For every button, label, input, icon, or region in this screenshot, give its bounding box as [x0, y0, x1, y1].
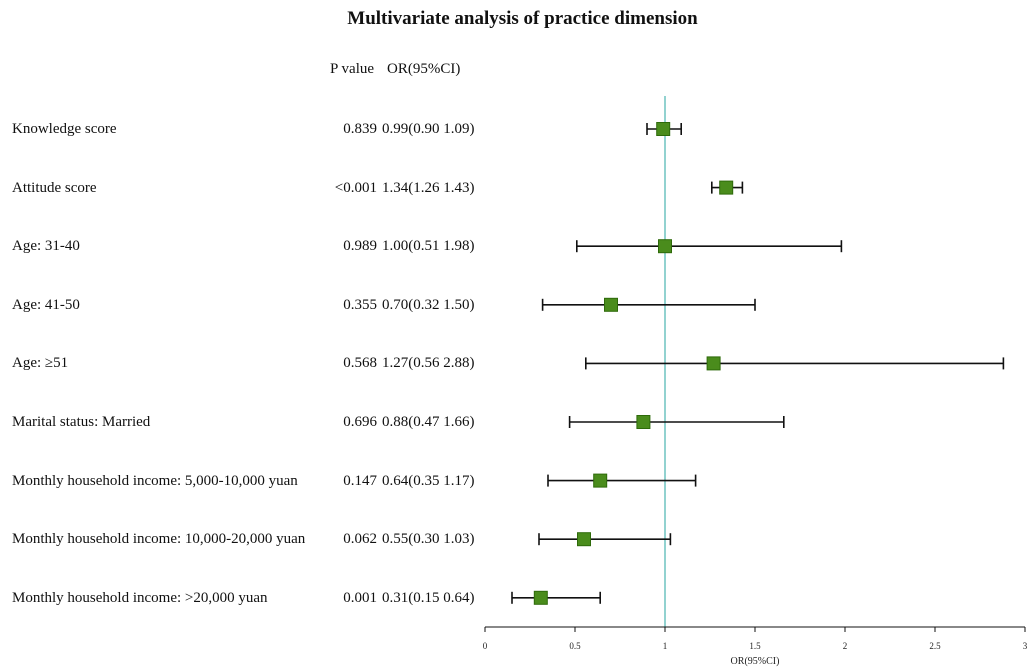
- p-value: 0.001: [343, 589, 377, 606]
- row-label: Monthly household income: 5,000-10,000 y…: [12, 472, 298, 489]
- row-label: Age: ≥51: [12, 355, 69, 372]
- x-axis-label: OR(95%CI): [731, 656, 780, 667]
- or-ci-text: 0.88(0.47 1.66): [382, 414, 475, 430]
- row-label: Age: 31-40: [12, 238, 80, 255]
- p-value: <0.001: [334, 179, 377, 196]
- or-marker: [656, 122, 671, 136]
- or-ci-text: 0.99(0.90 1.09): [382, 121, 475, 137]
- x-tick-label: 3: [1023, 641, 1027, 651]
- p-value: 0.355: [343, 296, 377, 313]
- or-marker: [604, 297, 618, 312]
- x-tick-label: 1.5: [749, 641, 761, 651]
- or-marker: [658, 239, 672, 254]
- or-ci-text: 0.31(0.15 0.64): [382, 589, 475, 606]
- x-tick-label: 0.5: [569, 641, 581, 651]
- or-marker: [719, 180, 734, 195]
- p-value: 0.147: [343, 472, 377, 489]
- p-value: 0.839: [343, 121, 377, 137]
- or-ci-text: 1.00(0.51 1.98): [382, 238, 475, 255]
- row-label: Knowledge score: [12, 121, 117, 137]
- p-value: 0.568: [343, 355, 377, 372]
- or-marker: [577, 532, 591, 547]
- p-value: 0.989: [343, 238, 377, 255]
- row-label: Attitude score: [12, 179, 97, 196]
- x-tick-label: 1: [663, 641, 668, 651]
- row-label: Marital status: Married: [12, 414, 151, 430]
- p-value: 0.696: [343, 414, 377, 430]
- or-ci-text: 1.27(0.56 2.88): [382, 355, 475, 372]
- or-marker: [533, 590, 548, 605]
- row-label: Age: 41-50: [12, 296, 80, 313]
- or-ci-text: 0.70(0.32 1.50): [382, 296, 475, 313]
- x-tick-label: 2.5: [929, 641, 941, 651]
- or-marker: [593, 473, 608, 488]
- row-label: Monthly household income: >20,000 yuan: [12, 589, 268, 606]
- chart-title: Multivariate analysis of practice dimens…: [347, 8, 698, 29]
- or-marker: [636, 415, 651, 429]
- x-tick-label: 0: [483, 641, 488, 651]
- row-label: Monthly household income: 10,000-20,000 …: [12, 531, 306, 548]
- or-ci-text: 1.34(1.26 1.43): [382, 179, 475, 196]
- p-value: 0.062: [343, 531, 377, 548]
- or-ci-text: 0.64(0.35 1.17): [382, 472, 475, 489]
- p-value-header: P value: [330, 61, 375, 77]
- or-ci-text: 0.55(0.30 1.03): [382, 531, 475, 548]
- or-marker: [706, 356, 721, 371]
- or-header: OR(95%CI): [387, 61, 461, 77]
- x-tick-label: 2: [843, 641, 848, 651]
